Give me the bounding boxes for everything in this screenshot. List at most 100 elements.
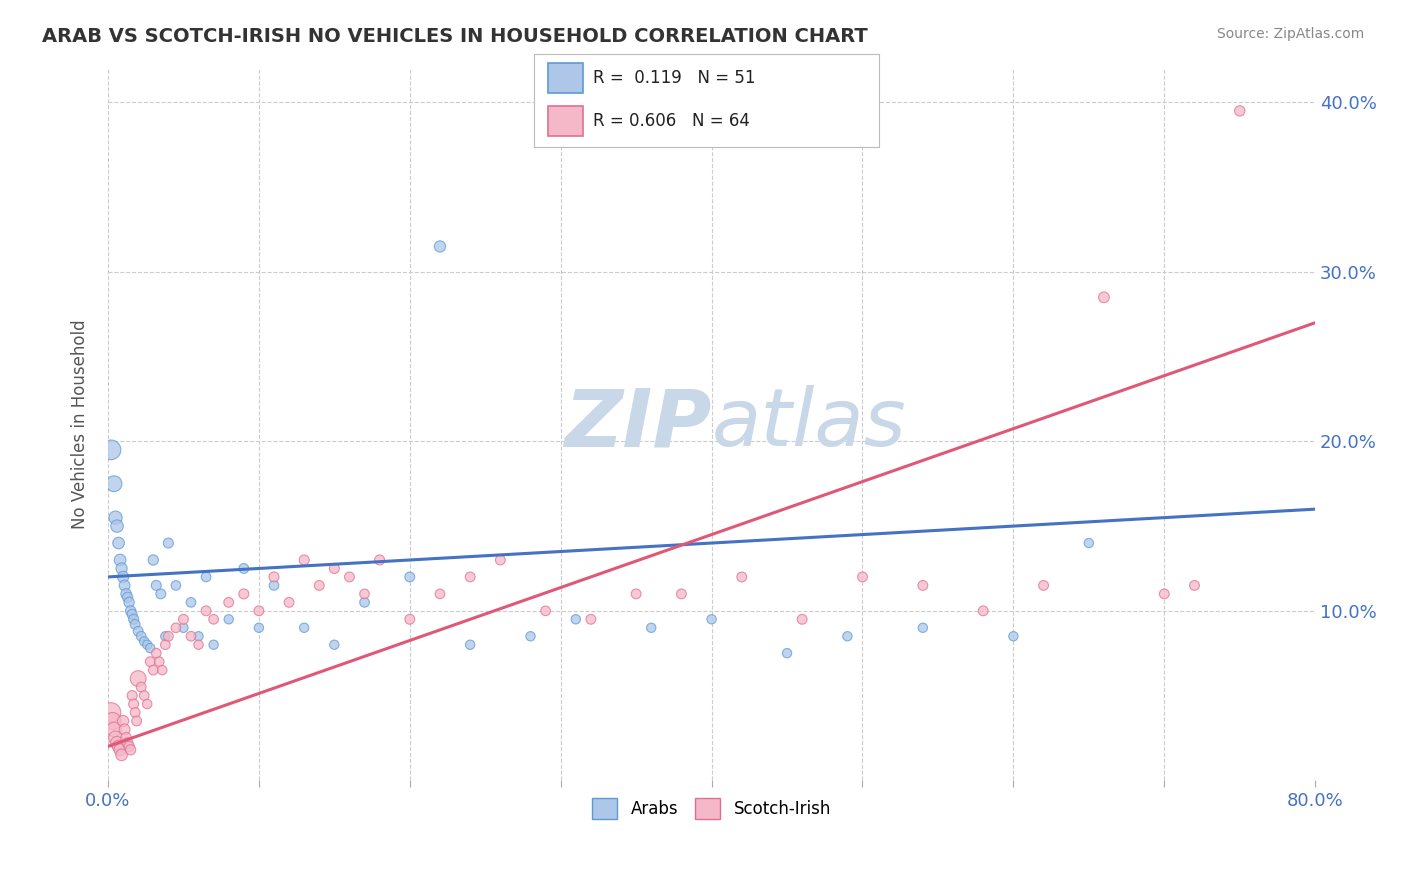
Point	[671, 587, 693, 601]
Point	[110, 747, 132, 762]
Point	[105, 736, 128, 750]
Point	[1153, 587, 1175, 601]
Point	[118, 595, 141, 609]
Point	[195, 604, 218, 618]
Point	[107, 739, 129, 754]
Text: atlas: atlas	[711, 385, 907, 464]
Point	[157, 536, 180, 550]
Point	[115, 731, 138, 745]
Point	[776, 646, 799, 660]
Point	[172, 621, 194, 635]
Point	[150, 663, 173, 677]
Point	[125, 714, 148, 728]
Y-axis label: No Vehicles in Household: No Vehicles in Household	[72, 319, 89, 529]
Point	[103, 476, 125, 491]
Point	[134, 634, 156, 648]
Point	[458, 638, 481, 652]
Point	[172, 612, 194, 626]
Point	[117, 591, 139, 605]
Point	[792, 612, 814, 626]
Point	[398, 612, 420, 626]
Point	[700, 612, 723, 626]
Point	[339, 570, 361, 584]
Point	[308, 578, 330, 592]
Point	[155, 638, 177, 652]
Point	[429, 587, 451, 601]
Point	[136, 697, 159, 711]
Point	[624, 587, 647, 601]
Point	[1092, 290, 1115, 304]
Point	[278, 595, 301, 609]
Point	[114, 578, 136, 592]
Point	[142, 553, 165, 567]
Point	[134, 689, 156, 703]
Point	[155, 629, 177, 643]
Point	[429, 239, 451, 253]
Point	[165, 578, 187, 592]
Point	[368, 553, 391, 567]
Point	[353, 595, 375, 609]
Point	[247, 621, 270, 635]
Point	[489, 553, 512, 567]
Point	[263, 570, 285, 584]
Point	[579, 612, 602, 626]
Point	[101, 714, 124, 728]
Point	[127, 672, 149, 686]
Point	[139, 641, 162, 656]
Text: R = 0.606   N = 64: R = 0.606 N = 64	[593, 112, 749, 130]
Point	[1229, 103, 1251, 118]
Point	[107, 536, 129, 550]
Text: ARAB VS SCOTCH-IRISH NO VEHICLES IN HOUSEHOLD CORRELATION CHART: ARAB VS SCOTCH-IRISH NO VEHICLES IN HOUS…	[42, 27, 868, 45]
Point	[911, 621, 934, 635]
Point	[112, 570, 135, 584]
Point	[232, 561, 254, 575]
Point	[640, 621, 662, 635]
Point	[323, 561, 346, 575]
Point	[145, 646, 167, 660]
Point	[145, 578, 167, 592]
Point	[187, 629, 209, 643]
Point	[837, 629, 859, 643]
Point	[122, 697, 145, 711]
Point	[114, 723, 136, 737]
Point	[120, 604, 142, 618]
Point	[108, 743, 131, 757]
Text: ZIP: ZIP	[564, 385, 711, 464]
Point	[1032, 578, 1054, 592]
Point	[323, 638, 346, 652]
Point	[118, 739, 141, 754]
Point	[120, 743, 142, 757]
Point	[195, 570, 218, 584]
Point	[247, 604, 270, 618]
Point	[180, 629, 202, 643]
Point	[122, 612, 145, 626]
Point	[100, 706, 122, 720]
Point	[187, 638, 209, 652]
Point	[232, 587, 254, 601]
Point	[139, 655, 162, 669]
Point	[148, 655, 170, 669]
Point	[534, 604, 557, 618]
Point	[458, 570, 481, 584]
Bar	[548, 63, 582, 93]
Point	[180, 595, 202, 609]
Point	[202, 612, 225, 626]
Bar	[548, 106, 582, 136]
Point	[165, 621, 187, 635]
Point	[129, 629, 152, 643]
Point	[136, 638, 159, 652]
Point	[104, 731, 127, 745]
Point	[103, 723, 125, 737]
Point	[127, 624, 149, 639]
Point	[112, 714, 135, 728]
Point	[121, 689, 143, 703]
Legend: Arabs, Scotch-Irish: Arabs, Scotch-Irish	[586, 792, 838, 825]
Point	[157, 629, 180, 643]
Point	[218, 612, 240, 626]
Point	[105, 519, 128, 533]
Point	[565, 612, 588, 626]
Text: Source: ZipAtlas.com: Source: ZipAtlas.com	[1216, 27, 1364, 41]
Text: R =  0.119   N = 51: R = 0.119 N = 51	[593, 69, 755, 87]
Point	[149, 587, 172, 601]
Point	[972, 604, 994, 618]
